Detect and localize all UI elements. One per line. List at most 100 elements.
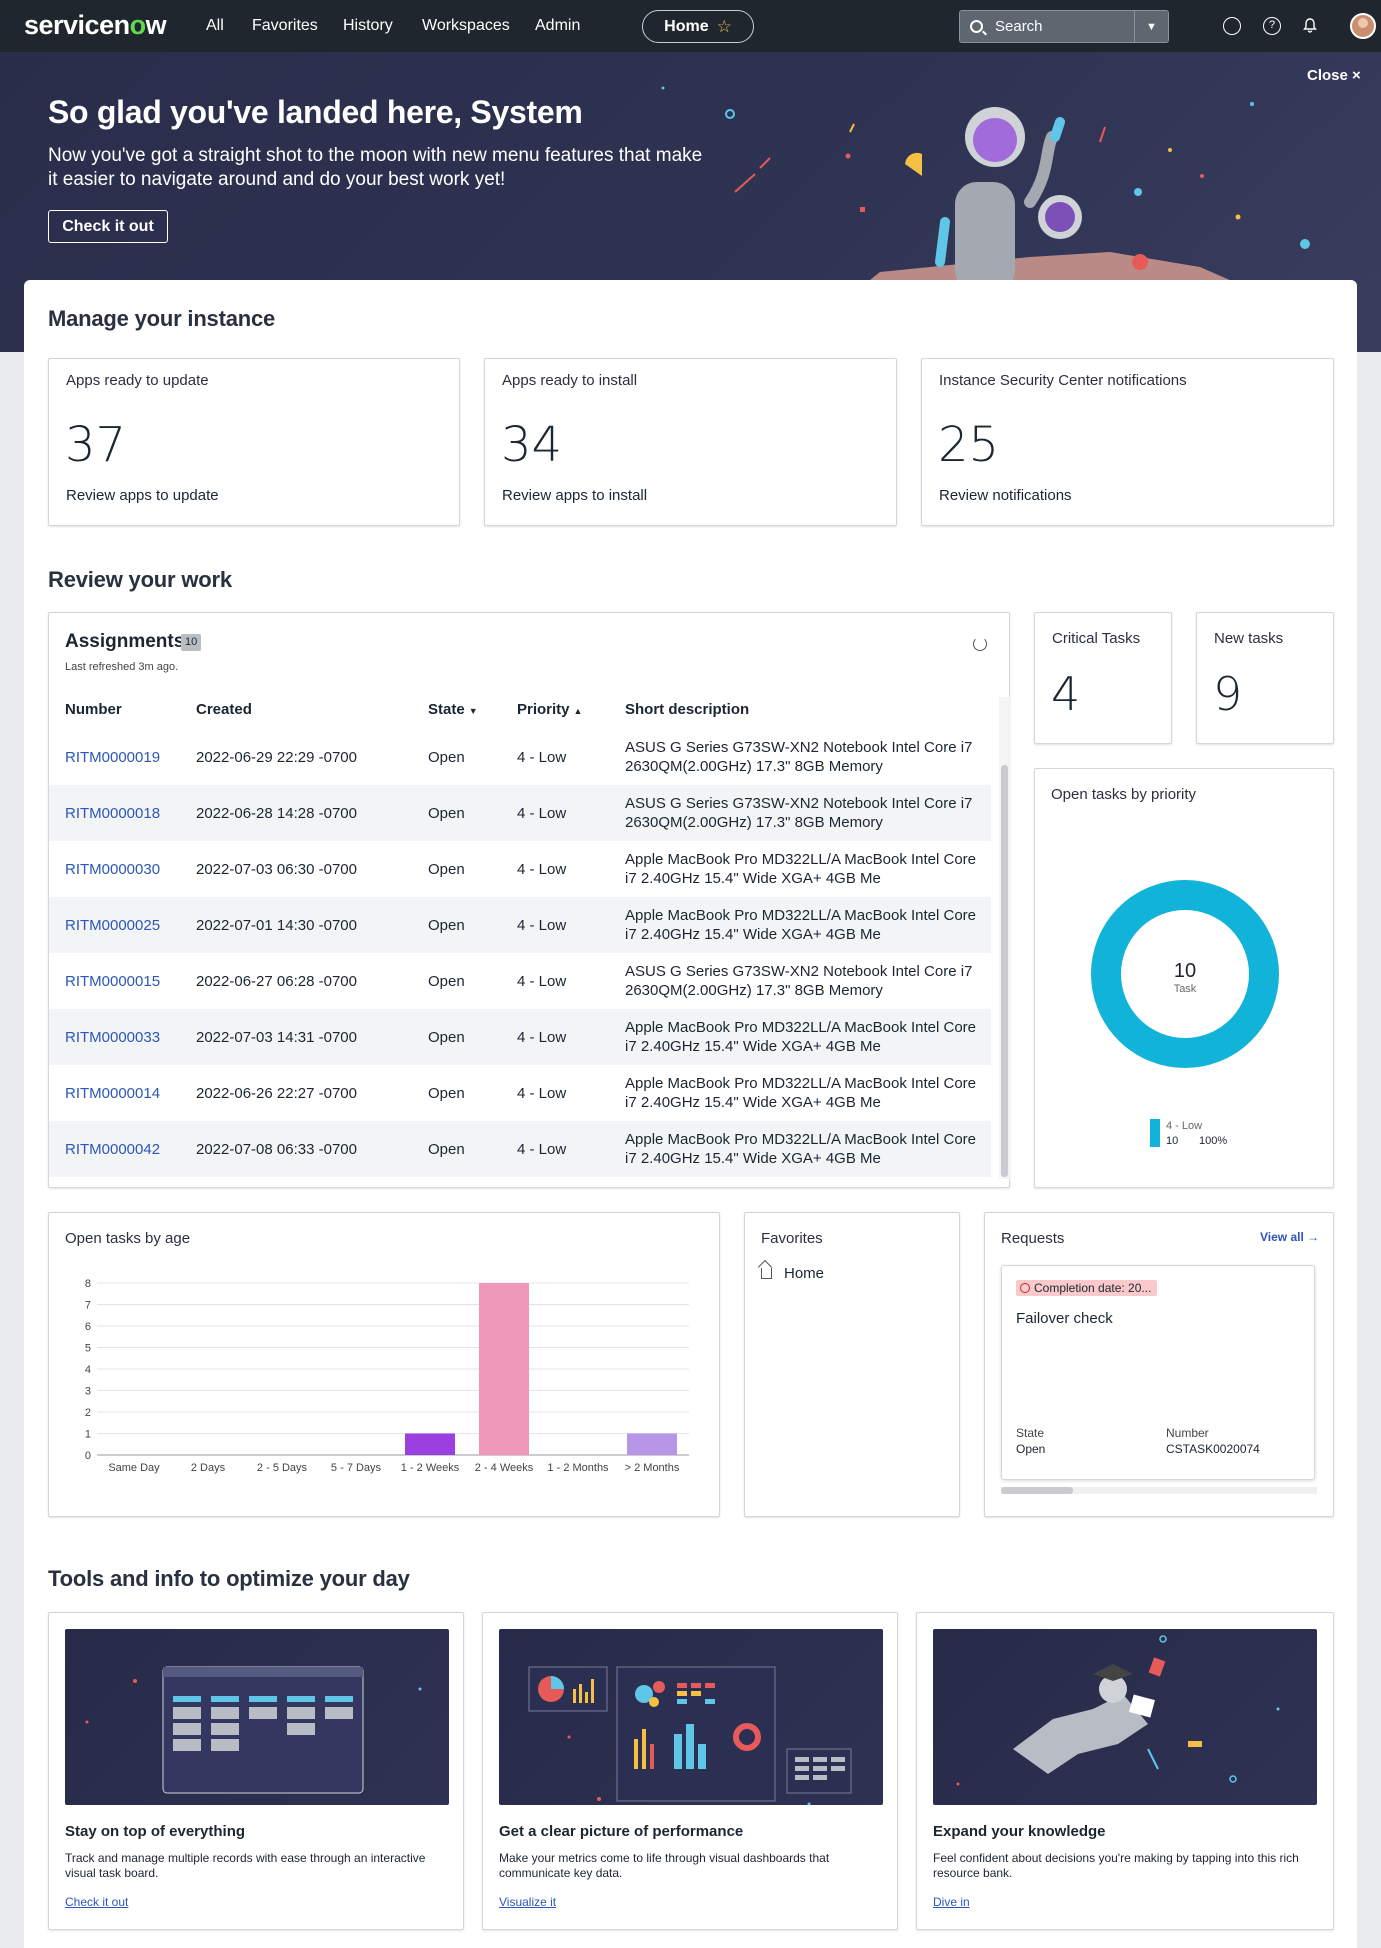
- table-row[interactable]: RITM0000042 2022-07-08 06:33 -0700 Open 4 -…: [49, 1121, 991, 1177]
- assignments-title: Assignments: [65, 631, 185, 652]
- col-description[interactable]: Short description: [625, 700, 750, 718]
- x-tick-label: 2 - 4 Weeks: [475, 1462, 534, 1474]
- tool-card-performance[interactable]: Get a clear picture of performance Make …: [482, 1612, 898, 1930]
- legend-label: 4 - Low: [1166, 1120, 1202, 1132]
- scrollbar-thumb[interactable]: [1001, 765, 1008, 1177]
- ritm-link[interactable]: RITM0000030: [65, 860, 161, 878]
- cell-state: Open: [428, 972, 465, 990]
- table-row[interactable]: RITM0000033 2022-07-03 14:31 -0700 Open 4 -…: [49, 1009, 991, 1065]
- col-created[interactable]: Created: [196, 700, 252, 718]
- globe-icon[interactable]: [1223, 17, 1241, 35]
- bell-icon[interactable]: [1301, 17, 1319, 35]
- main-content: Manage your instance Apps ready to updat…: [24, 280, 1357, 1948]
- refresh-icon[interactable]: [973, 637, 987, 651]
- star-icon[interactable]: ☆: [716, 16, 732, 36]
- home-button[interactable]: Home ☆: [642, 10, 754, 43]
- security-card[interactable]: Instance Security Center notifications 2…: [921, 358, 1334, 526]
- requests-scrollbar[interactable]: [1001, 1487, 1317, 1494]
- ritm-link[interactable]: RITM0000019: [65, 748, 161, 766]
- ritm-link[interactable]: RITM0000042: [65, 1140, 161, 1158]
- favorite-home[interactable]: Home: [761, 1265, 824, 1282]
- ritm-link[interactable]: RITM0000018: [65, 804, 161, 822]
- request-card[interactable]: Completion date: 20... Failover check St…: [1001, 1265, 1315, 1480]
- x-tick-label: 2 Days: [191, 1462, 226, 1474]
- priority-chart-title: Open tasks by priority: [1051, 786, 1197, 803]
- search-input[interactable]: Search ▼: [959, 10, 1169, 43]
- new-tasks-card[interactable]: New tasks 9: [1196, 612, 1334, 744]
- cell-priority: 4 - Low: [517, 1121, 625, 1177]
- table-row[interactable]: RITM0000015 2022-06-27 06:28 -0700 Open 4 -…: [49, 953, 991, 1009]
- help-icon[interactable]: ?: [1263, 17, 1281, 35]
- number-value: CSTASK0020074: [1166, 1442, 1260, 1456]
- cell-state: Open: [428, 785, 517, 841]
- review-install-link[interactable]: Review apps to install: [502, 487, 648, 504]
- col-state[interactable]: State ▼: [428, 689, 517, 729]
- cell-description: ASUS G Series G73SW-XN2 Notebook Intel C…: [625, 785, 991, 841]
- y-tick-label: 3: [85, 1386, 91, 1398]
- table-row[interactable]: RITM0000030 2022-07-03 06:30 -0700 Open 4 -…: [49, 841, 991, 897]
- cell-description: ASUS G Series G73SW-XN2 Notebook Intel C…: [625, 963, 973, 999]
- tool-card-task-board[interactable]: Stay on top of everything Track and mana…: [48, 1612, 464, 1930]
- tool-link-check-it-out[interactable]: Check it out: [65, 1895, 129, 1909]
- table-row[interactable]: RITM0000019 2022-06-29 22:29 -0700 Open 4 -…: [49, 729, 991, 785]
- chevron-down-icon[interactable]: ▼: [1134, 11, 1168, 42]
- col-priority-label: Priority: [517, 700, 570, 718]
- nav-history[interactable]: History: [343, 17, 393, 34]
- bar[interactable]: [479, 1283, 529, 1455]
- cell-priority: 4 - Low: [517, 1009, 625, 1065]
- cell-created: 2022-06-27 06:28 -0700: [196, 972, 357, 990]
- check-it-out-button[interactable]: Check it out: [48, 210, 168, 243]
- donut-chart[interactable]: 10 Task 4 - Low 10 100%: [1035, 769, 1335, 1189]
- requests-title: Requests: [1001, 1230, 1065, 1247]
- close-banner-button[interactable]: Close ×: [1307, 67, 1361, 84]
- cell-created: 2022-06-29 22:29 -0700: [196, 748, 357, 766]
- ritm-link[interactable]: RITM0000025: [65, 916, 161, 934]
- avatar[interactable]: [1350, 13, 1376, 39]
- cell-priority: 4 - Low: [517, 1084, 567, 1102]
- nav-all[interactable]: All: [206, 17, 224, 34]
- nav-favorites[interactable]: Favorites: [252, 17, 318, 34]
- cell-state: Open: [428, 897, 517, 953]
- table-row[interactable]: RITM0000014 2022-06-26 22:27 -0700 Open 4 -…: [49, 1065, 991, 1121]
- bar[interactable]: [405, 1433, 455, 1456]
- view-all-link[interactable]: View all →: [1260, 1230, 1320, 1244]
- y-tick-label: 7: [85, 1300, 91, 1312]
- count-badge: 10: [181, 634, 202, 651]
- critical-value: 4: [1051, 667, 1081, 721]
- col-number[interactable]: Number: [65, 700, 122, 718]
- nav-admin[interactable]: Admin: [535, 17, 581, 34]
- cell-created: 2022-06-26 22:27 -0700: [196, 1084, 357, 1102]
- cell-state: Open: [428, 1009, 517, 1065]
- assignments-card: Assignments 10 Last refreshed 3m ago. Nu…: [48, 612, 1010, 1188]
- table-row[interactable]: RITM0000025 2022-07-01 14:30 -0700 Open 4 -…: [49, 897, 991, 953]
- requests-scroll-thumb[interactable]: [1001, 1487, 1073, 1494]
- servicenow-logo[interactable]: servicenow: [24, 10, 167, 40]
- apps-update-card[interactable]: Apps ready to update 37 Review apps to u…: [48, 358, 460, 526]
- donut-center-value: 10: [1174, 960, 1196, 982]
- critical-tasks-card[interactable]: Critical Tasks 4: [1034, 612, 1172, 744]
- x-tick-label: 1 - 2 Weeks: [401, 1462, 460, 1474]
- dashboard-illustration: [499, 1629, 883, 1805]
- apps-install-card[interactable]: Apps ready to install 34 Review apps to …: [484, 358, 897, 526]
- cell-description: ASUS G Series G73SW-XN2 Notebook Intel C…: [625, 739, 973, 775]
- ritm-link[interactable]: RITM0000033: [65, 1028, 161, 1046]
- tool-card-knowledge[interactable]: Expand your knowledge Feel confident abo…: [916, 1612, 1334, 1930]
- review-update-link[interactable]: Review apps to update: [66, 487, 219, 504]
- nav-workspaces[interactable]: Workspaces: [422, 17, 510, 34]
- age-bar-chart[interactable]: 0 1 2 3 4 5 6 7 8 Same Day 2 Days 2 - 5 Days 5 - 7 D…: [49, 1213, 721, 1518]
- cell-number: RITM0000030: [49, 841, 196, 897]
- tool-link-visualize-it[interactable]: Visualize it: [499, 1895, 557, 1909]
- card-value: 37: [65, 417, 127, 473]
- table-row[interactable]: RITM0000018 2022-06-28 14:28 -0700 Open 4 -…: [49, 785, 991, 841]
- ritm-link[interactable]: RITM0000014: [65, 1084, 161, 1102]
- cell-priority: 4 - Low: [517, 748, 567, 766]
- bar[interactable]: [627, 1433, 677, 1456]
- new-tasks-value: 9: [1213, 667, 1243, 721]
- tool-link-dive-in[interactable]: Dive in: [933, 1895, 970, 1909]
- cell-description: Apple MacBook Pro MD322LL/A MacBook Inte…: [625, 1009, 991, 1065]
- cell-description: Apple MacBook Pro MD322LL/A MacBook Inte…: [625, 897, 991, 953]
- cell-created: 2022-07-01 14:30 -0700: [196, 897, 428, 953]
- col-priority[interactable]: Priority ▲: [517, 689, 625, 729]
- ritm-link[interactable]: RITM0000015: [65, 972, 161, 990]
- review-notifications-link[interactable]: Review notifications: [939, 487, 1072, 504]
